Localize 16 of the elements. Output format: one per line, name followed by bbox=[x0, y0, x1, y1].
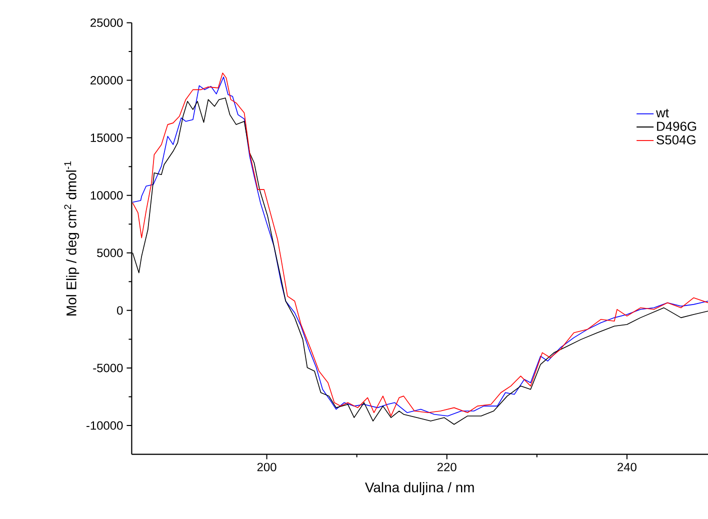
legend-label: wt bbox=[656, 108, 669, 118]
y-tick-label: -5000 bbox=[93, 364, 123, 372]
x-tick-label: 200 bbox=[257, 462, 276, 472]
y-axis-title: Mol Elip / deg cm$^{2}$ dmol$^{-1}$ bbox=[64, 161, 80, 316]
legend-label: S504G bbox=[656, 135, 696, 144]
y-tick-label: 15000 bbox=[90, 134, 123, 142]
legend-label: D496G bbox=[657, 122, 696, 131]
y-tick-label: 20000 bbox=[90, 76, 123, 84]
y-tick-label: 0 bbox=[117, 306, 123, 315]
x-tick-label: 240 bbox=[618, 462, 636, 472]
y-tick-label: -10000 bbox=[86, 421, 123, 430]
y-tick-label: 5000 bbox=[97, 248, 123, 258]
y-tick-label: 10000 bbox=[90, 191, 123, 200]
y-tick-label: 25000 bbox=[90, 18, 123, 27]
x-tick-label: 220 bbox=[437, 462, 456, 472]
x-axis-title: Valna duljina / nm bbox=[364, 482, 474, 496]
